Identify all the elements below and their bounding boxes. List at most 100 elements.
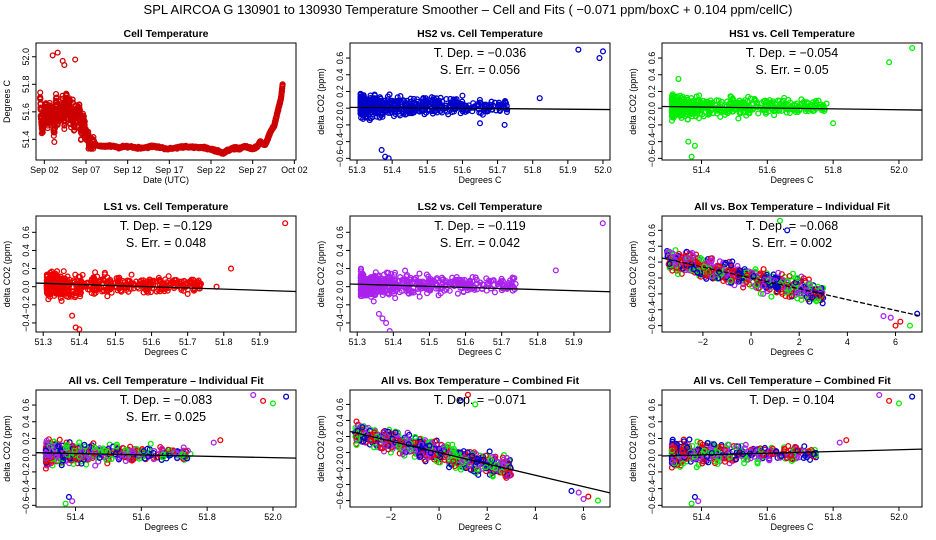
y-tick-label: 0.2 [335,85,345,98]
data-point [686,110,693,117]
data-point [712,104,719,112]
data-point [684,116,691,123]
data-point [491,99,499,106]
data-point [227,265,235,272]
data-point [136,452,143,459]
data-point [76,439,83,446]
data-point [672,247,679,254]
y-tick-label: 0.4 [647,68,657,81]
data-point [782,293,789,300]
data-point [743,269,750,276]
y-tick-label: −0.2 [21,296,31,314]
y-tick-label: 0.6 [21,399,31,412]
data-point [886,59,893,66]
y-tick-label: 51.8 [21,76,31,94]
plot-area [662,44,922,160]
data-point [689,252,696,259]
data-point [64,286,72,293]
data-point [55,443,62,450]
data-point [393,287,400,294]
data-point [93,286,100,293]
data-point [250,391,257,399]
data-point [398,101,405,108]
data-point [113,443,120,450]
data-point [155,287,162,294]
fit-line [662,105,922,111]
y-tick-label: −0.2 [647,116,657,134]
data-point [371,91,378,98]
figure-title: SPL AIRCOA G 130901 to 130930 Temperatur… [143,2,793,17]
data-point [79,115,86,122]
data-point [880,313,887,320]
x-tick-label: 6 [581,512,586,522]
data-point [387,287,394,294]
data-point [174,144,181,151]
x-tick-label: 2 [797,337,802,347]
x-tick-label: 52.0 [890,165,908,175]
x-tick-label: 51.5 [419,165,437,175]
data-point [461,283,468,290]
data-point [454,276,461,283]
data-point [276,101,283,108]
data-point [106,286,113,293]
y-tick-label: −0.2 [335,116,345,134]
data-point [405,278,412,285]
data-point [37,115,45,122]
data-point [575,46,582,53]
data-point [724,98,731,105]
x-tick-label: Sep 22 [197,165,226,175]
data-point [727,277,734,285]
data-point [52,95,60,102]
data-point [800,275,807,282]
y-tick-label: −0.4 [647,301,657,319]
y-axis-label: delta CO2 (ppm) [2,241,12,308]
x-tick-label: 4 [845,337,850,347]
data-point [385,155,392,160]
data-point [417,438,424,445]
y-tick-label: 0.4 [335,244,345,257]
y-tick-label: −0.6 [21,496,31,514]
x-tick-label: 51.9 [251,337,269,347]
data-point [126,277,133,284]
data-point [760,282,767,289]
fit-annotation: T. Dep. = −0.119 [434,219,526,233]
data-point [61,122,68,129]
y-tick-label: 0.4 [647,240,657,253]
data-point [66,279,73,286]
data-point [60,268,67,275]
data-point [99,143,106,150]
data-point [63,442,70,449]
data-point [74,111,81,118]
fit-annotation: S. Err. = 0.05 [755,63,828,77]
data-point [59,101,66,108]
data-point [377,98,384,105]
y-tick-label: −0.2 [21,463,31,481]
y-tick-label: 0.6 [335,52,345,65]
data-point [783,109,790,116]
data-point [132,144,140,151]
data-point [806,103,813,110]
data-point [104,460,111,467]
panel-title: LS1 vs. Cell Temperature [104,201,229,213]
fit-annotation: S. Err. = 0.048 [126,236,206,250]
data-point [58,448,65,455]
x-tick-label: 51.7 [493,337,511,347]
data-point [177,281,184,288]
data-point [64,273,71,280]
x-tick-label: 52.0 [264,512,282,522]
data-point [264,136,271,143]
data-point [722,259,729,266]
x-tick-label: 52.0 [594,165,612,175]
data-point [819,300,826,307]
x-tick-label: 51.4 [383,165,401,175]
data-point [165,446,172,453]
data-point [673,105,680,112]
data-point [399,108,407,115]
x-tick-label: 51.6 [143,337,161,347]
data-point [488,98,495,105]
data-point [71,122,78,129]
data-point [166,145,173,153]
data-point [699,256,706,263]
data-point [378,146,385,154]
data-point [452,276,459,283]
